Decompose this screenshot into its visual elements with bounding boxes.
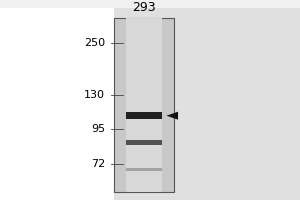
- Text: 250: 250: [84, 38, 105, 48]
- Text: 293: 293: [132, 1, 156, 14]
- Bar: [0, 8, 114, 200]
- Bar: [126, 140, 162, 145]
- Text: 95: 95: [91, 124, 105, 134]
- Bar: [114, 8, 300, 200]
- Bar: [114, 18, 174, 192]
- Bar: [126, 18, 162, 192]
- Text: 130: 130: [84, 90, 105, 100]
- Polygon shape: [167, 112, 178, 120]
- Bar: [126, 112, 162, 119]
- Text: 72: 72: [91, 159, 105, 169]
- Bar: [126, 168, 162, 171]
